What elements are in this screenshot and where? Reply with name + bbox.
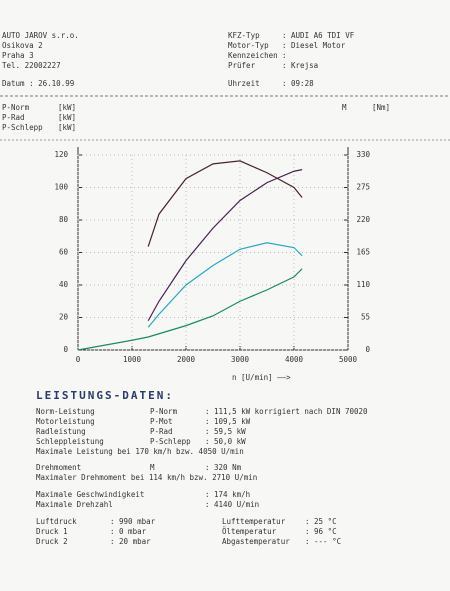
header-label: Prüfer <box>228 61 256 70</box>
x-tick-label: 4000 <box>285 355 304 364</box>
condition-cell: : 20 mbar <box>110 537 151 546</box>
result-cell: : 59,5 kW <box>205 427 246 436</box>
y2-tick-label: 330 <box>356 150 370 159</box>
condition-cell: Lufttemperatur <box>222 517 286 526</box>
result-cell: Schleppleistung <box>36 437 104 446</box>
y2-tick-label: 0 <box>365 345 370 354</box>
legend-unit: [kW] <box>58 123 76 132</box>
y-tick-label: 40 <box>59 280 69 289</box>
x-tick-label: 2000 <box>177 355 196 364</box>
result-cell: P-Mot <box>150 417 173 426</box>
y-tick-label: 80 <box>59 215 69 224</box>
legend-unit: [kW] <box>58 113 76 122</box>
series-line <box>147 242 303 328</box>
y2-tick-label: 220 <box>356 215 370 224</box>
result-cell: : 4140 U/min <box>205 500 259 509</box>
legend-name: P-Norm <box>2 103 30 112</box>
header-line: AUTO JAROV s.r.o. <box>2 31 79 40</box>
x-tick-label: 0 <box>76 355 81 364</box>
x-tick-label: 3000 <box>231 355 250 364</box>
result-cell: P-Schlepp <box>150 437 191 446</box>
legend-name: P-Rad <box>2 113 25 122</box>
y-tick-label: 120 <box>54 150 68 159</box>
header-line: Tel. 22002227 <box>2 61 61 70</box>
result-cell: : 174 km/h <box>205 490 250 499</box>
header-label: Kennzeichen <box>228 51 278 60</box>
result-cell: Maximale Drehzahl <box>36 500 113 509</box>
header-label: KFZ-Typ <box>228 31 260 40</box>
result-cell: : 109,5 kW <box>205 417 251 426</box>
y-tick-label: 20 <box>59 313 69 322</box>
header-line: Osikova 2 <box>2 41 43 50</box>
condition-cell: : 96 °C <box>305 527 337 536</box>
x-tick-label: 5000 <box>339 355 358 364</box>
header-line: Datum : 26.10.99 <box>2 79 74 88</box>
result-cell: : 50,0 kW <box>205 437 246 446</box>
legend-name: M <box>342 103 347 112</box>
result-cell: M <box>150 463 155 472</box>
result-cell: Radleistung <box>36 427 86 436</box>
y2-tick-label: 165 <box>356 248 370 257</box>
y2-tick-label: 275 <box>356 183 370 192</box>
result-cell: : 320 Nm <box>205 463 242 472</box>
y2-tick-label: 55 <box>361 313 370 322</box>
result-cell: Maximale Leistung bei 170 km/h bzw. 4050… <box>36 447 244 456</box>
header-value: : AUDI A6 TDI VF <box>282 31 355 40</box>
series-line <box>77 268 303 351</box>
result-cell: Drehmoment <box>36 463 81 472</box>
header-line: Praha 3 <box>2 51 34 60</box>
condition-cell: : --- °C <box>305 537 341 546</box>
y-tick-label: 0 <box>63 345 68 354</box>
x-axis-label: n [U/min] ——> <box>232 373 291 382</box>
result-cell: P-Rad <box>150 427 173 436</box>
header-value: : 09:28 <box>282 79 314 88</box>
condition-cell: Druck 2 <box>36 537 68 546</box>
condition-cell: Luftdruck <box>36 517 77 526</box>
condition-cell: Abgastemperatur <box>222 537 290 546</box>
result-cell: Maximaler Drehmoment bei 114 km/h bzw. 2… <box>36 473 257 482</box>
series-line <box>147 169 303 322</box>
result-cell: Motorleistung <box>36 417 95 426</box>
y2-tick-label: 110 <box>356 280 370 289</box>
legend-unit: [Nm] <box>372 103 390 112</box>
legend-name: P-Schlepp <box>2 123 43 132</box>
y-tick-label: 100 <box>54 183 68 192</box>
header-label: Uhrzeit <box>228 79 260 88</box>
header-value: : Krejsa <box>282 61 318 70</box>
header-value: : Diesel Motor <box>282 41 346 50</box>
header-value: : <box>282 51 287 60</box>
condition-cell: : 0 mbar <box>110 527 147 536</box>
legend-unit: [kW] <box>58 103 76 112</box>
condition-cell: : 25 °C <box>305 517 337 526</box>
y-tick-label: 60 <box>59 248 69 257</box>
condition-cell: Öltemperatur <box>222 527 277 536</box>
x-tick-label: 1000 <box>123 355 142 364</box>
condition-cell: Druck 1 <box>36 527 68 536</box>
result-cell: Norm-Leistung <box>36 407 95 416</box>
condition-cell: : 990 mbar <box>110 517 156 526</box>
result-cell: P-Norm <box>150 407 178 416</box>
header-label: Motor-Typ <box>228 41 269 50</box>
result-cell: : 111,5 kW korrigiert nach DIN 70020 <box>205 407 368 416</box>
series-line <box>147 160 303 247</box>
result-cell: Maximale Geschwindigkeit <box>36 490 144 499</box>
results-title: LEISTUNGS-DATEN: <box>36 389 174 402</box>
